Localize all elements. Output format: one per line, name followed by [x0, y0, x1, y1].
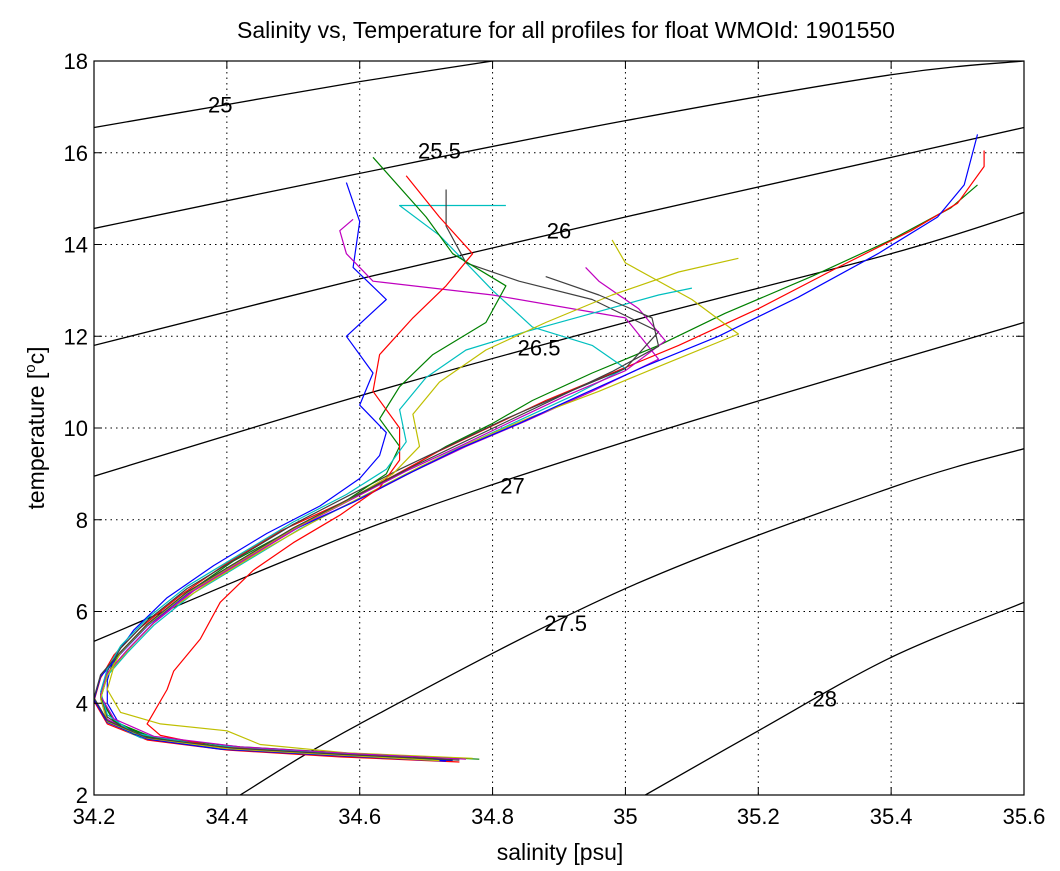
density-contour-label: 25	[208, 93, 232, 118]
density-contour-label: 26.5	[518, 336, 561, 361]
density-contour-label: 27	[500, 473, 524, 498]
x-axis-label: salinity [psu]	[497, 839, 624, 865]
density-contour-label: 25.5	[418, 138, 461, 163]
profile-series	[94, 134, 985, 763]
density-contour-line	[94, 211, 1024, 477]
y-tick-label: 12	[64, 324, 88, 349]
chart-title: Salinity vs, Temperature for all profile…	[237, 17, 895, 43]
y-tick-label: 8	[76, 508, 88, 533]
x-tick-label: 35.2	[737, 804, 780, 829]
density-contour-label: 28	[812, 687, 836, 712]
y-tick-label: 4	[76, 691, 88, 716]
y-tick-label: 18	[64, 49, 88, 74]
y-axis-label-start: temperature [	[23, 372, 49, 509]
x-tick-labels: 34.2 34.4 34.6 34.8 35 35.2 35.4 35.6	[73, 804, 1046, 829]
density-contours	[94, 61, 1024, 795]
y-tick-labels: 2 4 6 8 10 12 14 16 18	[64, 49, 88, 808]
density-contour-line	[94, 321, 1024, 642]
density-contour-label: 27.5	[544, 611, 587, 636]
y-tick-label: 10	[64, 416, 88, 441]
profile-line	[100, 266, 666, 760]
y-axis-label-degree: o	[22, 364, 39, 372]
y-tick-label: 6	[76, 600, 88, 625]
profile-line	[94, 150, 985, 763]
x-tick-label: 34.6	[338, 804, 381, 829]
plot-frame	[93, 60, 1025, 796]
y-tick-label: 2	[76, 783, 88, 808]
density-contour-line	[239, 448, 1024, 795]
axis-ticks	[93, 60, 1025, 796]
density-contour-labels: 25 25.5 26 26.5 27 27.5 28	[208, 93, 837, 712]
profile-line	[146, 175, 474, 759]
y-axis-label: temperature [oc]	[22, 346, 49, 509]
profile-line	[100, 156, 507, 761]
x-tick-label: 35	[613, 804, 637, 829]
grid-lines	[94, 61, 1024, 795]
x-tick-label: 35.4	[870, 804, 913, 829]
density-contour-label: 26	[547, 219, 571, 244]
profile-line	[100, 189, 660, 758]
y-axis-label-end: c]	[23, 346, 49, 364]
profile-line	[100, 287, 693, 758]
density-contour-line	[94, 61, 493, 129]
profile-line	[94, 276, 660, 761]
x-tick-label: 35.6	[1003, 804, 1046, 829]
profile-line	[94, 134, 979, 762]
profile-line	[106, 239, 739, 759]
x-tick-label: 34.4	[205, 804, 248, 829]
y-tick-label: 16	[64, 141, 88, 166]
density-contour-line	[94, 61, 1024, 230]
density-contour-line	[94, 126, 1024, 347]
x-tick-label: 34.2	[73, 804, 116, 829]
density-contour-line	[645, 601, 1024, 795]
y-tick-label: 14	[64, 233, 88, 258]
x-tick-label: 34.8	[471, 804, 514, 829]
